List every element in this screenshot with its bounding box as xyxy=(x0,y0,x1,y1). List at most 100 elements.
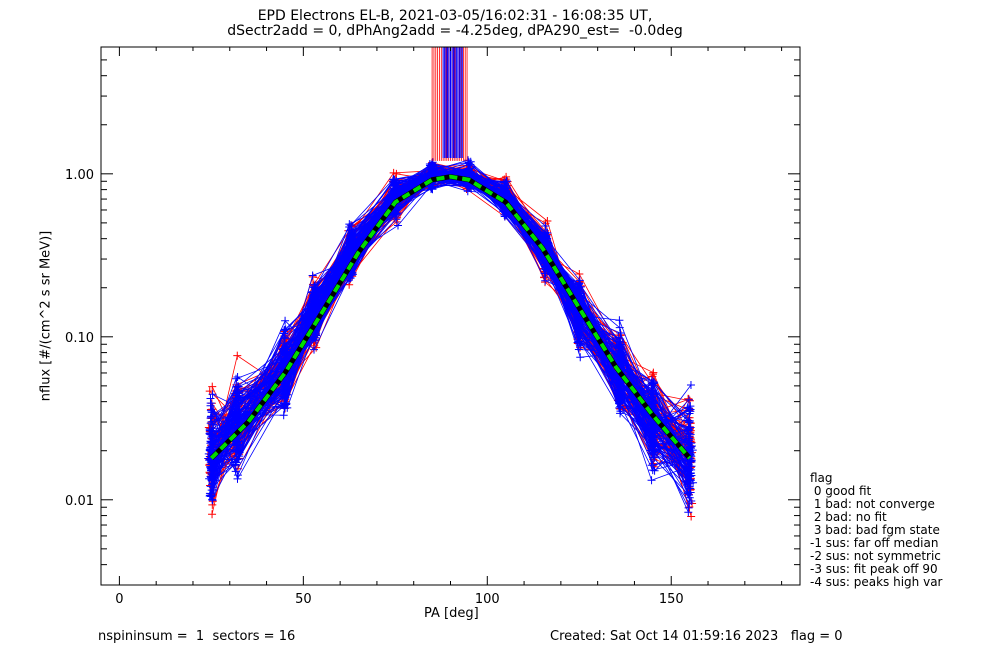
data-point xyxy=(650,466,659,475)
data-point xyxy=(233,351,242,360)
red-curve xyxy=(206,173,695,484)
red-curve xyxy=(209,163,692,459)
y-tick-label: 0.01 xyxy=(65,494,94,509)
series-line xyxy=(212,169,691,481)
data-point xyxy=(231,467,240,476)
data-point xyxy=(576,353,585,362)
data-point xyxy=(649,431,658,440)
series-line xyxy=(210,171,691,477)
legend-item: 2 bad: no fit xyxy=(810,510,887,524)
data-point xyxy=(392,215,401,224)
data-point xyxy=(280,329,289,338)
blue-curve xyxy=(208,176,692,498)
data-point xyxy=(309,303,318,312)
blue-curve xyxy=(205,159,696,480)
red-curve xyxy=(207,165,696,485)
series-line xyxy=(208,178,692,474)
data-point xyxy=(348,270,357,279)
data-point xyxy=(502,186,511,195)
data-point xyxy=(232,374,241,383)
blue-curve xyxy=(206,168,696,467)
blue-curve xyxy=(206,170,694,472)
series-line xyxy=(208,176,690,469)
data-point xyxy=(617,348,626,357)
series-line xyxy=(209,173,690,457)
axes-layer: 0 50 100 150 0.01 0.10 1.00 xyxy=(65,47,800,607)
data-point xyxy=(648,372,657,381)
data-point xyxy=(235,388,244,397)
x-axis-label: PA [deg] xyxy=(424,606,479,621)
series-line xyxy=(210,173,691,460)
blue-curve xyxy=(207,173,695,466)
series-line xyxy=(212,173,688,476)
data-point xyxy=(393,178,402,187)
series-line xyxy=(211,169,690,466)
data-point xyxy=(346,246,355,255)
series-line xyxy=(211,178,690,451)
data-point xyxy=(647,476,656,485)
blue-curve xyxy=(207,166,696,465)
series-line xyxy=(210,175,691,468)
legend-item: 0 good fit xyxy=(810,484,872,498)
data-point xyxy=(208,483,217,492)
y-axis-label: nflux [#/(cm^2 s sr MeV)] xyxy=(38,230,54,402)
data-point xyxy=(231,402,240,411)
data-point xyxy=(231,393,240,402)
series-line xyxy=(210,171,690,457)
data-point xyxy=(614,333,623,342)
series-line xyxy=(210,172,691,463)
data-point xyxy=(393,221,402,230)
data-point xyxy=(647,461,656,470)
fit-curve-green xyxy=(209,174,692,460)
series-line xyxy=(210,173,690,455)
blue-curve xyxy=(209,164,695,481)
footer-left: nspininsum = 1 sectors = 16 xyxy=(98,629,296,644)
blue-curve xyxy=(206,171,697,483)
data-point xyxy=(207,426,216,435)
series-line xyxy=(210,171,689,463)
data-point xyxy=(614,342,623,351)
data-point xyxy=(543,217,552,226)
series-line xyxy=(210,171,689,465)
data-point xyxy=(574,330,583,339)
red-curve xyxy=(208,167,694,469)
data-point xyxy=(281,316,290,325)
data-point xyxy=(207,469,216,478)
blue-curve xyxy=(208,165,693,466)
red-curve xyxy=(206,168,695,467)
data-point xyxy=(500,184,509,193)
legend-title: flag xyxy=(810,471,833,485)
series-line xyxy=(210,176,690,452)
data-point xyxy=(574,321,583,330)
data-point xyxy=(207,417,216,426)
series-line xyxy=(210,174,694,480)
data-point xyxy=(346,231,355,240)
series-line xyxy=(210,167,691,471)
data-point xyxy=(686,479,695,488)
blue-curve xyxy=(205,157,694,465)
blue-curve xyxy=(206,167,693,467)
data-point xyxy=(206,399,215,408)
series-line xyxy=(211,174,689,472)
series-line xyxy=(210,176,690,469)
blue-curve xyxy=(207,176,696,461)
data-point xyxy=(647,424,656,433)
red-curve xyxy=(209,161,694,467)
data-point xyxy=(464,166,473,175)
data-point xyxy=(232,413,241,422)
data-point xyxy=(687,465,696,474)
series-line xyxy=(209,165,690,473)
data-point xyxy=(466,157,475,166)
data-point xyxy=(650,378,659,387)
data-point xyxy=(206,491,215,500)
series-line xyxy=(212,172,689,471)
data-point xyxy=(427,170,436,179)
series-line xyxy=(210,174,690,472)
series-line xyxy=(210,169,690,455)
data-point xyxy=(648,466,657,475)
data-point xyxy=(462,181,471,190)
data-point xyxy=(280,333,289,342)
legend-item: -4 sus: peaks high var xyxy=(810,575,943,589)
data-point xyxy=(392,169,401,178)
series-line xyxy=(208,170,690,468)
